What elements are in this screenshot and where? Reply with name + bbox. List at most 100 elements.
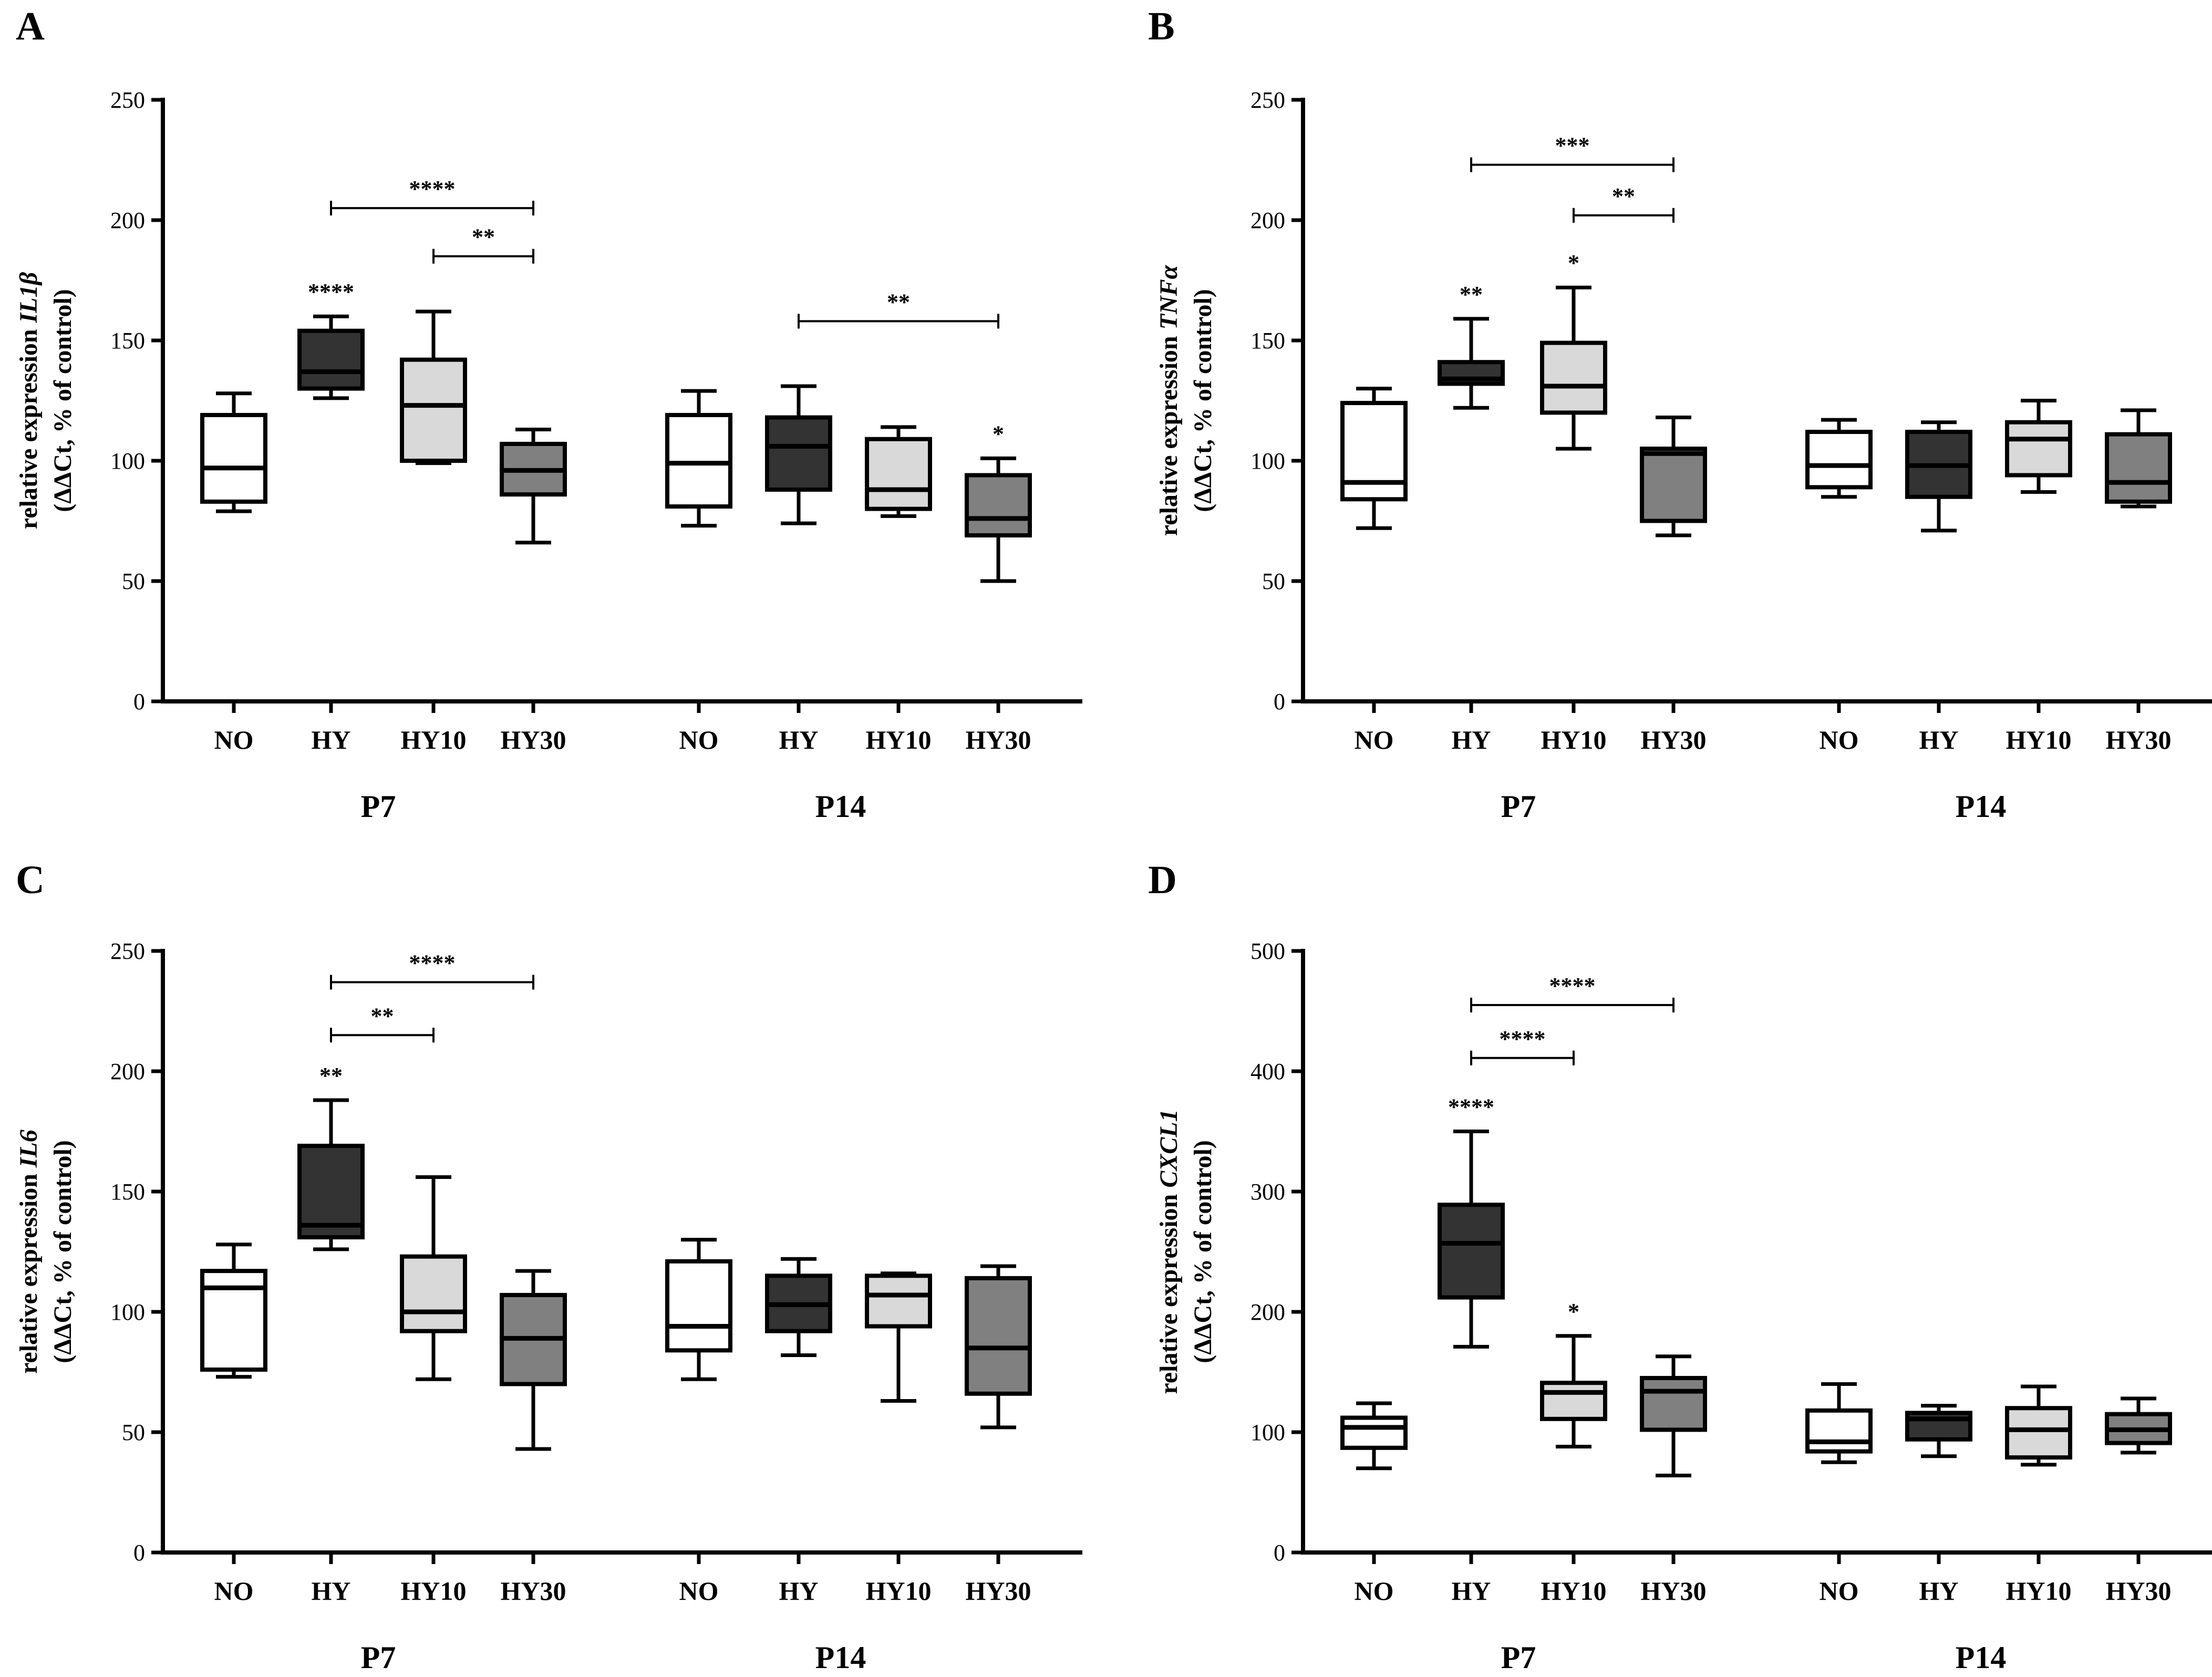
panel-c-comparison-bracket xyxy=(330,1028,435,1043)
panel-a-box xyxy=(665,412,732,509)
panel-a-bracket-label: **** xyxy=(409,176,456,202)
panel-b-group-label: P14 xyxy=(1956,789,2007,824)
panel-a-significance-mark: * xyxy=(993,421,1004,447)
panel-c: C 0 50 100 150 200 250 NO HY HY10 HY30 NO HY HY10 HY30… xyxy=(15,858,1082,1675)
panel-b-box xyxy=(1340,401,1408,502)
panel-c-category-label: HY10 xyxy=(401,1576,467,1606)
panel-d-letter: D xyxy=(1148,858,1177,902)
panel-d-ylabel-line1: relative expression CXCL1 xyxy=(1155,1109,1183,1394)
panel-c-category-label: HY30 xyxy=(966,1576,1031,1606)
panel-c-ylabel-line2: (ΔΔCt, % of control) xyxy=(49,1140,77,1363)
panel-c-group-label: P14 xyxy=(815,1640,866,1675)
panel-b-comparison-bracket xyxy=(1470,157,1674,172)
panel-a-category-label: NO xyxy=(214,725,254,754)
panel-d-comparison-bracket xyxy=(1470,1050,1575,1065)
panel-b-bracket-label: *** xyxy=(1555,133,1590,159)
panel-c-box xyxy=(400,1254,467,1333)
panel-b-ylabel-line1: relative expression TNFα xyxy=(1155,264,1183,536)
panel-a-comparison-bracket xyxy=(432,249,534,264)
panel-b-category-label: NO xyxy=(1820,725,1859,754)
panel-c-ylabel-line1: relative expression IL6 xyxy=(15,1130,43,1374)
panel-c-box xyxy=(297,1143,365,1240)
panel-a-ylabel-gene: IL1β xyxy=(15,272,43,323)
panel-b-category-label: HY xyxy=(1452,725,1491,754)
panel-b-category-label: HY xyxy=(1919,725,1959,754)
panel-b-box xyxy=(1540,340,1607,415)
panel-d-category-label: HY10 xyxy=(1541,1576,1607,1606)
panel-b: B 0 50 100 150 200 250 NO HY HY10 HY30 NO HY HY10 HY30… xyxy=(1148,4,2212,824)
panel-a-comparison-bracket xyxy=(798,314,999,329)
panel-a-y-tick-label: 250 xyxy=(110,87,145,113)
panel-c-box xyxy=(865,1274,932,1329)
panel-d-box xyxy=(2005,1406,2072,1460)
panel-a-box xyxy=(200,412,267,504)
panel-d-y-tick-label: 0 xyxy=(1274,1540,1285,1566)
panel-b-y-tick-label: 200 xyxy=(1250,208,1285,233)
panel-a-y-tick-label: 200 xyxy=(110,208,145,233)
panel-a-box xyxy=(965,473,1032,537)
panel-d-comparison-bracket xyxy=(1470,998,1674,1013)
panel-b-category-label: HY10 xyxy=(1541,725,1607,754)
panel-d-ylabel-prefix: relative expression xyxy=(1155,1188,1183,1394)
panel-b-box xyxy=(2105,432,2172,504)
panel-d-box xyxy=(1438,1203,1505,1300)
panel-a-significance-mark: **** xyxy=(308,279,354,305)
panel-b-box xyxy=(1805,430,1873,490)
panel-b-y-tick-label: 250 xyxy=(1250,87,1285,113)
panel-c-category-label: NO xyxy=(679,1576,719,1606)
panel-d-category-label: HY xyxy=(1452,1576,1491,1606)
panel-b-ylabel-line2: (ΔΔCt, % of control) xyxy=(1189,289,1217,512)
panel-a-category-label: HY xyxy=(312,725,351,754)
panel-a-y-tick-label: 100 xyxy=(110,448,145,474)
panel-a-category-label: NO xyxy=(679,725,719,754)
panel-a-ylabel-prefix: relative expression xyxy=(15,323,43,529)
panel-d-box xyxy=(1805,1408,1873,1454)
panel-b-box xyxy=(1640,447,1707,523)
panel-b-bracket-label: ** xyxy=(1612,183,1635,209)
panel-c-significance-mark: ** xyxy=(319,1063,343,1089)
panel-a-box xyxy=(765,415,832,492)
panel-d-y-tick-label: 300 xyxy=(1250,1179,1285,1205)
panel-d-bracket-label: **** xyxy=(1549,973,1596,999)
panel-b-significance-mark: ** xyxy=(1460,282,1483,307)
panel-a-ylabel-line2: (ΔΔCt, % of control) xyxy=(49,289,77,512)
panel-a-y-tick-label: 50 xyxy=(122,568,145,594)
panel-c-comparison-bracket xyxy=(330,975,534,990)
panel-c-letter: C xyxy=(16,858,45,902)
panel-c-y-tick-label: 100 xyxy=(110,1299,145,1325)
panel-d-category-label: HY30 xyxy=(1641,1576,1707,1606)
panel-b-y-tick-label: 150 xyxy=(1250,328,1285,354)
panel-c-box xyxy=(665,1259,732,1353)
panel-b-ylabel-prefix: relative expression xyxy=(1155,329,1183,536)
panel-d-category-label: HY30 xyxy=(2106,1576,2172,1606)
panel-a-category-label: HY30 xyxy=(501,725,566,754)
panel-d-bracket-label: **** xyxy=(1500,1026,1546,1052)
panel-b-significance-mark: * xyxy=(1568,250,1579,276)
panel-a-category-label: HY xyxy=(779,725,819,754)
panel-d-group-label: P14 xyxy=(1956,1640,2007,1675)
panel-d-category-label: NO xyxy=(1355,1576,1394,1606)
panel-a-box xyxy=(400,357,467,463)
panel-d-y-tick-label: 400 xyxy=(1250,1059,1285,1084)
panel-c-bracket-label: **** xyxy=(409,950,456,976)
panel-b-letter: B xyxy=(1148,4,1175,48)
panel-a-y-tick-label: 0 xyxy=(133,689,145,715)
panel-c-category-label: HY xyxy=(779,1576,819,1606)
panel-c-category-label: HY10 xyxy=(866,1576,932,1606)
panel-c-ylabel-prefix: relative expression xyxy=(15,1167,43,1374)
panel-c-bracket-label: ** xyxy=(371,1003,394,1029)
panel-b-comparison-bracket xyxy=(1573,208,1674,223)
panel-d-significance-mark: * xyxy=(1568,1299,1579,1324)
panel-b-category-label: HY30 xyxy=(2106,725,2172,754)
panel-d-box xyxy=(1640,1375,1707,1432)
panel-d-y-tick-label: 200 xyxy=(1250,1299,1285,1325)
panel-a-comparison-bracket xyxy=(330,201,534,216)
panel-b-y-tick-label: 100 xyxy=(1250,448,1285,474)
panel-b-ylabel-gene: TNFα xyxy=(1155,264,1183,329)
panel-a-box xyxy=(297,328,365,391)
panel-b-group-label: P7 xyxy=(1501,789,1536,824)
panel-d-significance-mark: **** xyxy=(1448,1094,1494,1120)
panel-d-category-label: NO xyxy=(1820,1576,1859,1606)
panel-a-category-label: HY30 xyxy=(966,725,1031,754)
